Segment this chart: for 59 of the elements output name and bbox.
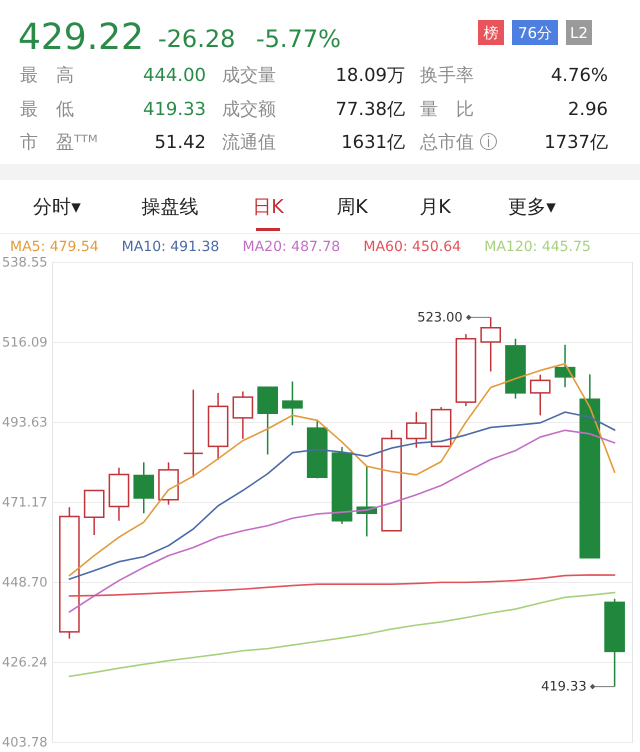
text: 444.00 <box>143 65 206 86</box>
text: 最 高 <box>20 65 74 86</box>
text: 成交额 <box>222 99 276 120</box>
text: MA20: 487.78 <box>242 239 340 255</box>
y-tick-label: 448.70 <box>2 576 48 591</box>
text: 51.42 <box>154 132 206 153</box>
text: 最 低 <box>20 99 74 120</box>
text: 1737亿 <box>544 132 608 153</box>
candlestick <box>579 374 600 559</box>
text: -5.77% <box>256 25 341 53</box>
text: 换手率 <box>420 65 474 86</box>
line-series <box>68 362 616 576</box>
text: L2 <box>570 24 588 42</box>
text: 成交量 <box>222 65 276 86</box>
text: 1631亿 <box>341 132 405 153</box>
candlestick <box>480 316 502 372</box>
y-tick-label: 538.55 <box>2 256 48 270</box>
text: MA60: 450.64 <box>363 239 462 255</box>
text: 分时▾ <box>33 196 82 218</box>
line-series <box>68 574 616 597</box>
candlestick <box>84 490 105 536</box>
candlestick <box>257 386 278 456</box>
text: 更多▾ <box>508 196 556 218</box>
y-tick-label: 493.63 <box>2 415 48 430</box>
text: 量 比 <box>420 99 474 120</box>
annotation: 419.33 <box>541 680 587 695</box>
candlestick <box>182 388 204 478</box>
candlestick <box>282 380 303 426</box>
y-tick-label: 403.78 <box>2 736 48 750</box>
text: 日K <box>252 196 284 218</box>
y-tick-label: 516.09 <box>2 335 48 350</box>
candlestick <box>554 344 576 388</box>
text: 榜 <box>484 24 498 42</box>
text: 429.22 <box>18 17 144 58</box>
y-tick-label: 471.17 <box>2 495 48 510</box>
text: 77.38亿 <box>335 99 405 120</box>
candlestick <box>133 462 154 514</box>
text: 月K <box>419 196 452 218</box>
text: 总市值 ⓘ <box>419 132 498 153</box>
text: 操盘线 <box>142 196 198 218</box>
candlestick <box>208 392 228 461</box>
text: 流通值 <box>222 132 276 153</box>
line-series <box>68 411 616 580</box>
text: 周K <box>336 196 368 218</box>
text: 2.96 <box>568 99 608 120</box>
candlestick <box>406 411 427 448</box>
line-series <box>68 592 616 678</box>
text: MA5: 479.54 <box>10 239 99 255</box>
text: 市 盈ᵀᵀᴹ <box>20 132 98 153</box>
annotation: 523.00 <box>417 310 463 326</box>
text: 76分 <box>518 24 552 42</box>
text: 18.09万 <box>335 65 405 86</box>
text: -26.28 <box>158 25 236 53</box>
line-series <box>68 429 616 613</box>
text: 419.33 <box>143 99 206 120</box>
text: MA120: 445.75 <box>484 239 591 255</box>
y-tick-label: 426.24 <box>2 656 48 671</box>
text: 4.76% <box>550 65 608 86</box>
text: MA10: 491.38 <box>122 239 220 255</box>
